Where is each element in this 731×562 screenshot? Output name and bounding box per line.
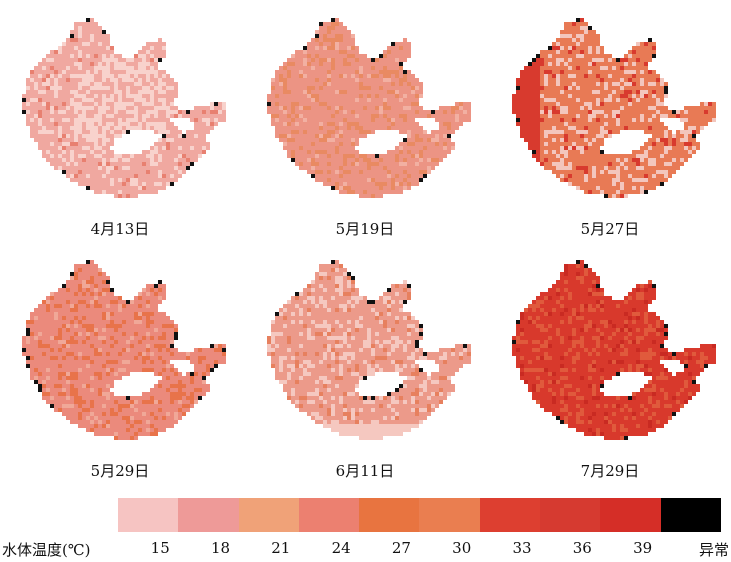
lake-temperature-map [267, 18, 471, 198]
lake-temperature-map [512, 260, 716, 440]
legend-tick-label: 30 [452, 539, 472, 557]
legend-tick-label: 33 [512, 539, 532, 557]
legend-swatch [479, 498, 541, 532]
legend-swatch [298, 498, 360, 532]
legend-swatch [419, 498, 480, 532]
legend-title: 水体温度(℃) [2, 541, 91, 559]
lake-temperature-map [22, 260, 226, 440]
map-panel-2: 5月19日 [255, 10, 475, 250]
map-panel-6: 7月29日 [500, 252, 720, 492]
map-date-label: 4月13日 [90, 220, 150, 238]
map-panel-4: 5月29日 [10, 252, 230, 492]
map-date-label: 5月27日 [580, 220, 640, 238]
lake-temperature-map [22, 18, 226, 198]
legend-swatch [540, 498, 601, 532]
legend-tick-label: 27 [391, 539, 411, 557]
legend-tick-label: 21 [271, 539, 291, 557]
map-panel-5: 6月11日 [255, 252, 475, 492]
map-panel-1: 4月13日 [10, 10, 230, 250]
legend-tick-label: 36 [572, 539, 592, 557]
legend-tick-label: 15 [150, 539, 170, 557]
temperature-legend-bar [118, 498, 721, 532]
legend-tick-label: 18 [210, 539, 231, 557]
map-date-label: 6月11日 [335, 462, 395, 480]
legend-swatch [600, 498, 661, 532]
map-date-label: 5月29日 [90, 462, 150, 480]
legend-swatch [118, 498, 179, 532]
lake-temperature-map [267, 260, 471, 440]
map-date-label: 7月29日 [580, 462, 640, 480]
lake-temperature-map [512, 18, 716, 198]
map-panel-3: 5月27日 [500, 10, 720, 250]
legend-swatch [238, 498, 299, 532]
legend-tick-label: 24 [331, 539, 351, 557]
map-date-label: 5月19日 [335, 220, 395, 238]
legend-anomaly-label: 异常 [699, 541, 730, 559]
legend-swatch [359, 498, 420, 532]
legend-tick-label: 39 [633, 539, 653, 557]
legend-swatch [660, 498, 721, 532]
legend-swatch [178, 498, 239, 532]
